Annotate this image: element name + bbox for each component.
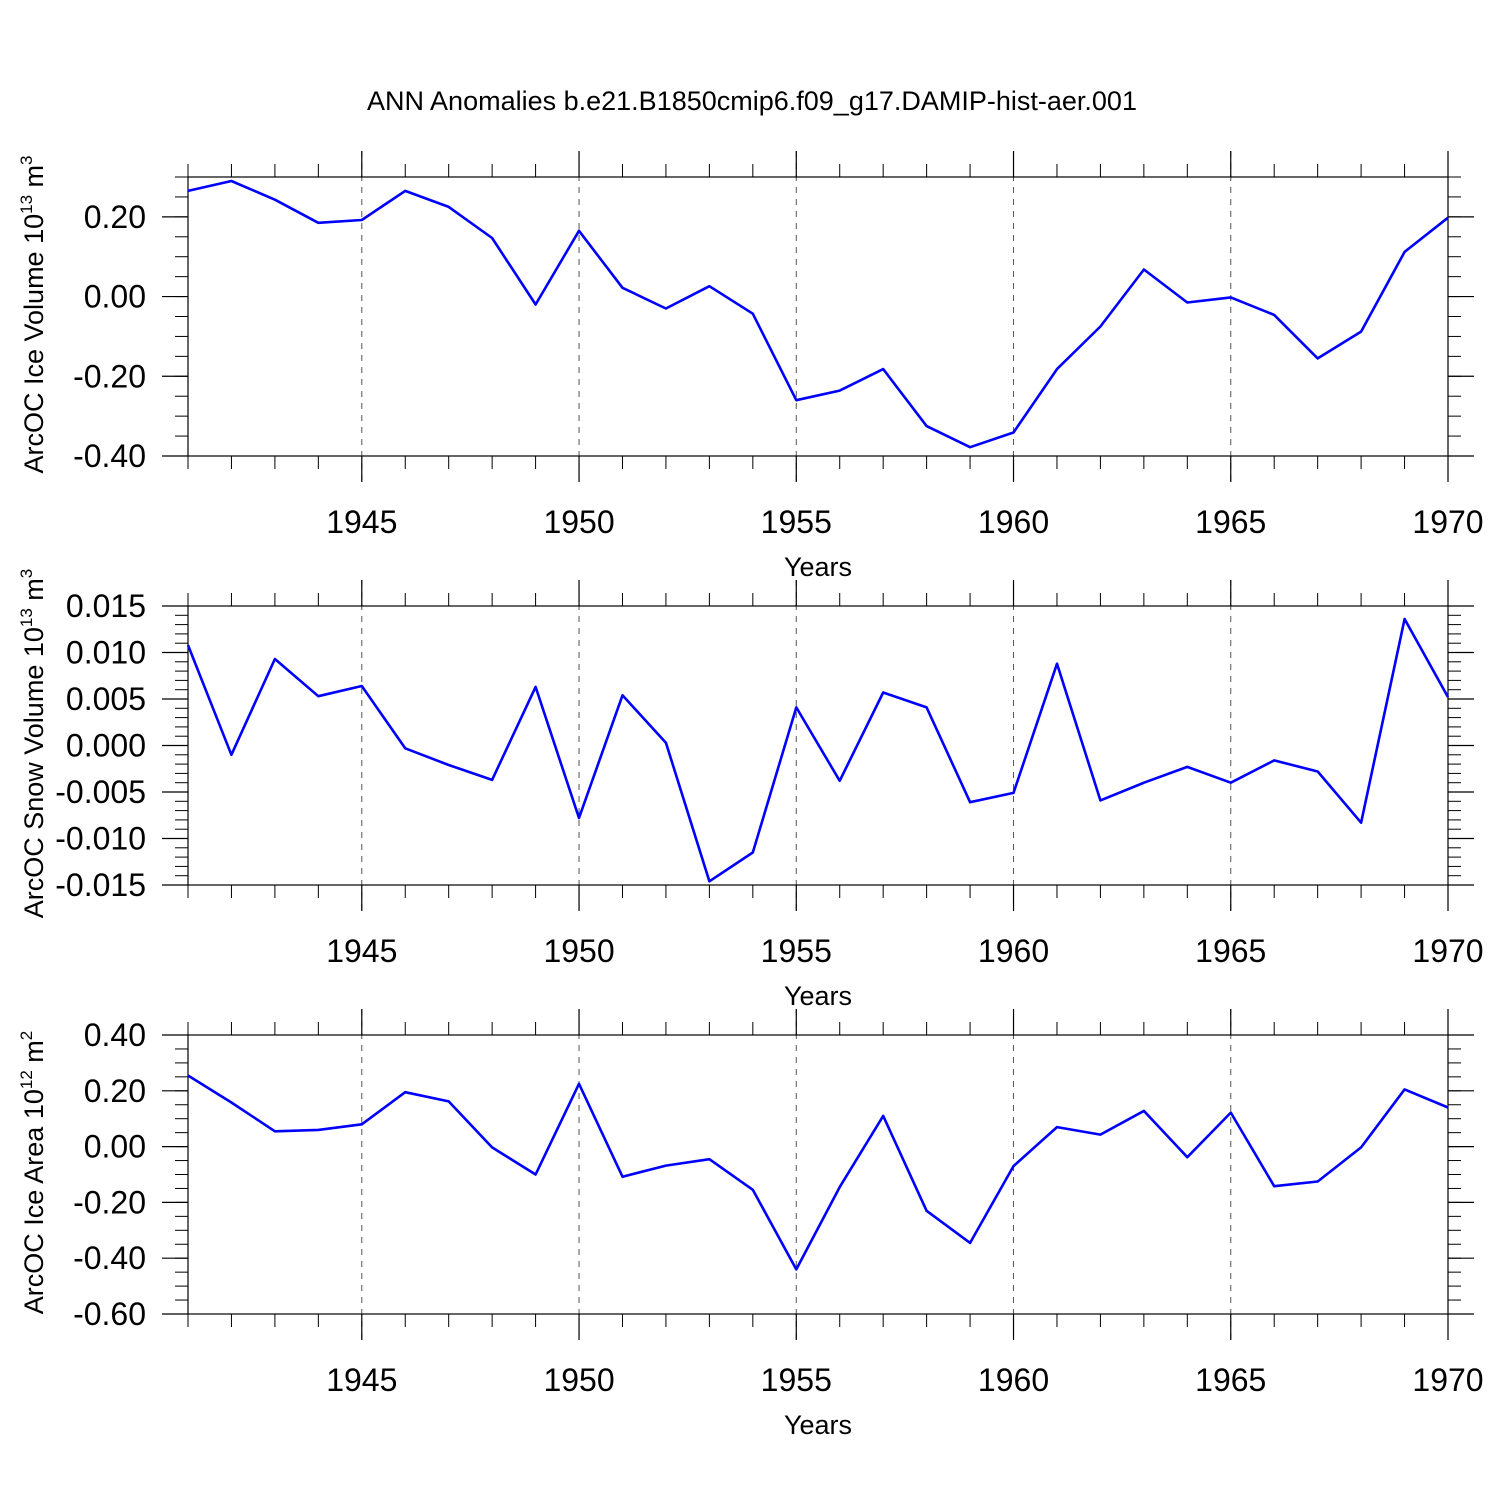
y-tick-label: -0.60 (73, 1296, 146, 1332)
x-tick-label: 1955 (761, 1362, 832, 1398)
y-tick-label: 0.00 (84, 279, 146, 315)
series-line-ice_area (187, 1074, 1449, 1271)
x-tick-label: 1970 (1412, 504, 1483, 540)
y-tick-label: -0.015 (55, 867, 146, 903)
y-axis-label-superscript: 13 (17, 608, 36, 627)
y-axis-label: ArcOC Ice Area 1012 m2 (17, 1031, 49, 1315)
series-line-snow_volume (186, 617, 1450, 883)
y-tick-label: 0.000 (66, 728, 146, 764)
y-tick-label: -0.005 (55, 774, 146, 810)
x-tick-label: 1965 (1195, 1362, 1266, 1398)
y-tick-label: -0.20 (73, 1184, 146, 1220)
series-line-ice_volume (187, 179, 1449, 449)
x-tick-label: 1960 (978, 1362, 1049, 1398)
x-tick-label: 1965 (1195, 504, 1266, 540)
y-axis-label-text: ArcOC Ice Area 10 (19, 1089, 49, 1314)
y-tick-label: 0.00 (84, 1129, 146, 1165)
x-tick-label: 1950 (543, 933, 614, 969)
x-tick-label: 1945 (326, 933, 397, 969)
y-axis-label-superscript: 2 (17, 1031, 36, 1040)
x-tick-label: 1955 (761, 504, 832, 540)
x-tick-label: 1965 (1195, 933, 1266, 969)
y-tick-label: -0.010 (55, 821, 146, 857)
y-tick-label: 0.40 (84, 1017, 146, 1053)
plot-frame (187, 1034, 1449, 1315)
y-tick-label: -0.40 (73, 1240, 146, 1276)
y-axis-label-superscript: 3 (17, 569, 36, 578)
y-axis-label-text: m (19, 165, 49, 195)
y-axis-label-text: ArcOC Ice Volume 10 (19, 214, 49, 474)
x-tick-label: 1950 (543, 504, 614, 540)
x-tick-label: 1945 (326, 504, 397, 540)
y-axis-label: ArcOC Snow Volume 1013 m3 (17, 569, 49, 919)
y-axis-label-superscript: 12 (17, 1070, 36, 1089)
chart-panel-1: -0.40 -0.20 0.00 0.20 1945 1950 1955 1960 1965 19… (17, 151, 1484, 582)
y-tick-label: -0.20 (73, 358, 146, 394)
x-axis-label: Years (784, 1410, 852, 1440)
x-tick-label: 1970 (1412, 933, 1483, 969)
y-tick-label: 0.015 (66, 588, 146, 624)
y-axis-label-text: m (19, 1040, 49, 1070)
y-axis-label: ArcOC Ice Volume 1013 m3 (17, 155, 49, 473)
y-tick-label: -0.40 (73, 438, 146, 474)
plot-frame (187, 176, 1449, 457)
y-tick-label: 0.20 (84, 1073, 146, 1109)
y-axis-label-text: ArcOC Snow Volume 10 (19, 627, 49, 918)
panels: -0.40 -0.20 0.00 0.20 1945 1950 1955 1960 1965 19… (17, 151, 1484, 1440)
y-axis-label-text: m (19, 578, 49, 608)
y-axis-label-superscript: 13 (17, 195, 36, 214)
x-axis-label: Years (784, 981, 852, 1011)
y-tick-label: 0.010 (66, 635, 146, 671)
x-tick-label: 1945 (326, 1362, 397, 1398)
x-tick-label: 1970 (1412, 1362, 1483, 1398)
x-tick-label: 1960 (978, 933, 1049, 969)
chart-panel-2: -0.015 -0.010 -0.005 0.000 0.005 0.010 0.015 19… (17, 569, 1484, 1011)
y-axis-label-superscript: 3 (17, 155, 36, 164)
x-tick-label: 1950 (543, 1362, 614, 1398)
x-tick-label: 1960 (978, 504, 1049, 540)
y-tick-label: 0.005 (66, 681, 146, 717)
y-tick-label: 0.20 (84, 199, 146, 235)
x-axis-label: Years (784, 552, 852, 582)
x-tick-label: 1955 (761, 933, 832, 969)
figure-title: ANN Anomalies b.e21.B1850cmip6.f09_g17.D… (367, 86, 1137, 116)
chart-panel-3: -0.60 -0.40 -0.20 0.00 0.20 0.40 1945 1950 1955 1… (17, 1009, 1484, 1440)
